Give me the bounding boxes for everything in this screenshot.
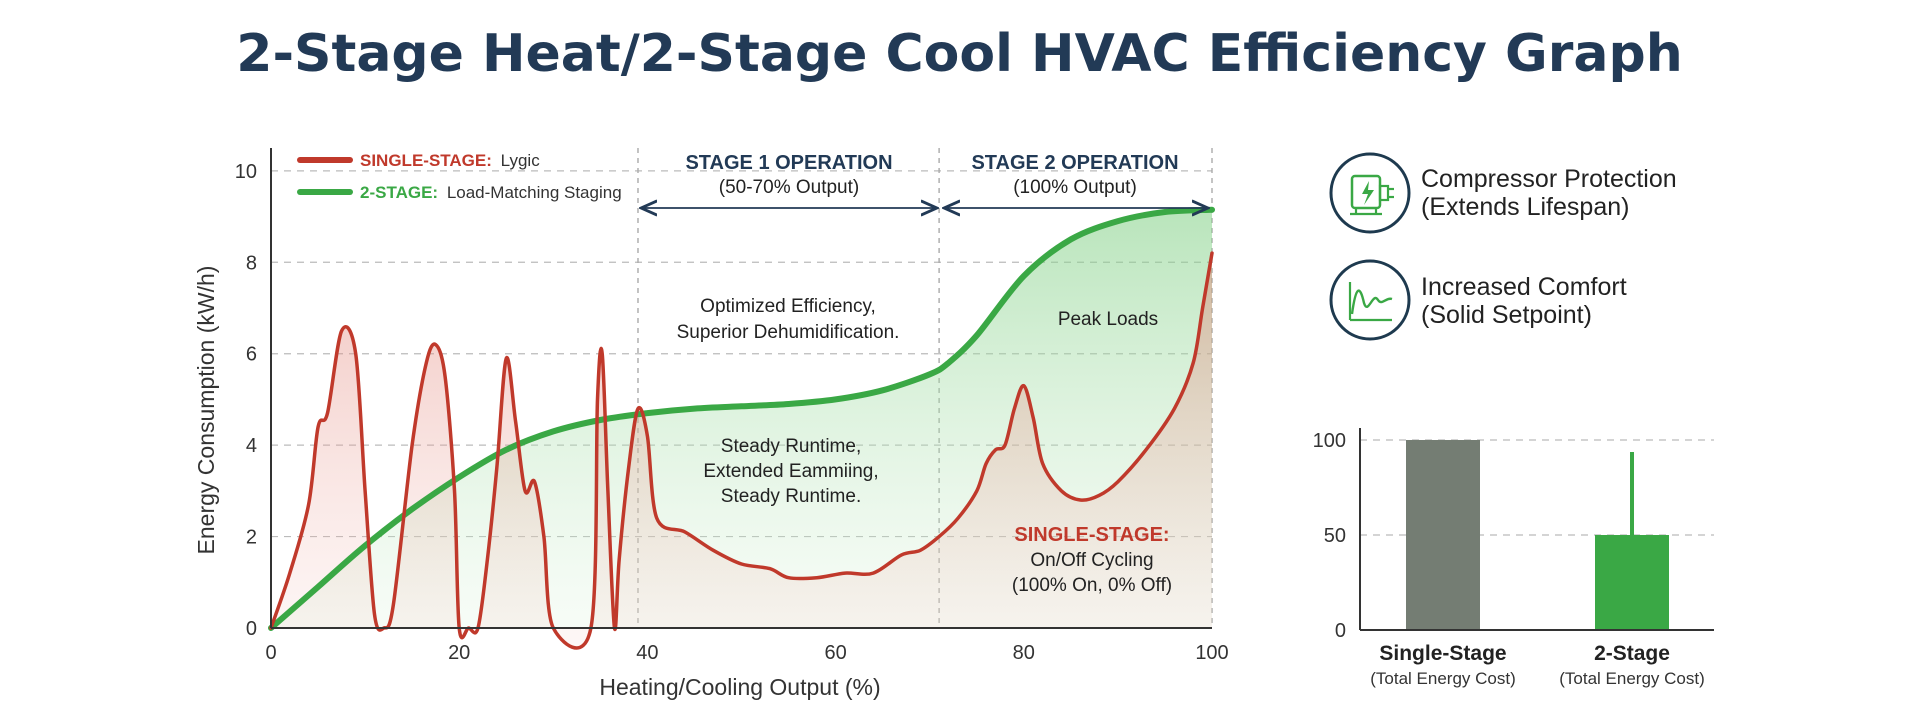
bar-sublabel-single: (Total Energy Cost) — [1370, 669, 1516, 688]
bar-label-single: Single-Stage — [1379, 642, 1506, 665]
y-tick-label: 2 — [246, 527, 257, 549]
feature-compressor-line1: Compressor Protection — [1421, 165, 1677, 193]
x-tick-label: 40 — [636, 642, 658, 664]
area-fills — [271, 209, 1212, 649]
bar-single-stage — [1406, 440, 1480, 630]
annotation-optimized-1: Optimized Efficiency, — [700, 296, 876, 317]
annotation-steady-3: Steady Runtime. — [721, 486, 861, 507]
feature-comfort-line1: Increased Comfort — [1421, 273, 1627, 301]
y-tick-label: 8 — [246, 252, 257, 274]
y-tick-label: 0 — [246, 618, 257, 640]
y-tick-label: 4 — [246, 435, 257, 457]
x-tick-label: 60 — [824, 642, 846, 664]
annotation-steady-2: Extended Eammiing, — [703, 461, 878, 482]
feature-compressor-line2: (Extends Lifespan) — [1421, 193, 1629, 221]
annotation-steady-1: Steady Runtime, — [721, 436, 861, 457]
feature-comfort: Increased Comfort (Solid Setpoint) — [1329, 259, 1627, 341]
x-tick-label: 100 — [1195, 642, 1228, 664]
annotation-single-2: (100% On, 0% Off) — [1012, 575, 1172, 596]
legend-single: SINGLE-STAGE: Lygic — [360, 151, 540, 170]
y-tick-label: 10 — [235, 161, 257, 183]
compressor-icon — [1329, 152, 1411, 234]
feature-compressor: Compressor Protection (Extends Lifespan) — [1329, 152, 1677, 234]
stage1-subtitle: (50-70% Output) — [719, 177, 859, 198]
two-stage-line — [268, 206, 1215, 631]
comfort-wave-icon — [1329, 259, 1411, 341]
single-stage-area — [271, 253, 1212, 649]
stage2-subtitle: (100% Output) — [1013, 177, 1137, 198]
annotation-single-title: SINGLE-STAGE: — [1014, 524, 1169, 546]
chart-legend: SINGLE-STAGE: Lygic 2-STAGE: Load-Matchi… — [297, 151, 622, 202]
legend-two-stage: 2-STAGE: Load-Matching Staging — [360, 183, 622, 202]
stage2-title: STAGE 2 OPERATION — [971, 152, 1178, 174]
bar-y-tick-label: 50 — [1324, 525, 1346, 547]
axes — [270, 148, 1212, 629]
page-title: 2-Stage Heat/2-Stage Cool HVAC Efficienc… — [236, 24, 1683, 84]
reduction-arrow — [1620, 452, 1644, 556]
annotation-single-1: On/Off Cycling — [1030, 550, 1153, 571]
bar-y-tick-label: 0 — [1335, 620, 1346, 642]
bar-sublabel-two-stage: (Total Energy Cost) — [1559, 669, 1705, 688]
series-lines — [268, 206, 1215, 650]
y-tick-label: 6 — [246, 344, 257, 366]
feature-comfort-line2: (Solid Setpoint) — [1421, 301, 1592, 329]
stage1-title: STAGE 1 OPERATION — [685, 152, 892, 174]
annotation-optimized-2: Superior Dehumidification. — [677, 322, 900, 343]
bar-label-two-stage: 2-Stage — [1594, 642, 1670, 665]
x-tick-label: 20 — [448, 642, 470, 664]
x-axis-title: Heating/Cooling Output (%) — [599, 674, 880, 700]
bar-axis-ticks: 0 50 100 — [1313, 430, 1346, 642]
x-tick-label: 80 — [1013, 642, 1035, 664]
bar-series — [1406, 440, 1669, 630]
bar-y-tick-label: 100 — [1313, 430, 1346, 452]
annotation-peak: Peak Loads — [1058, 309, 1158, 330]
single-stage-line — [269, 251, 1214, 650]
x-tick-label: 0 — [265, 642, 276, 664]
y-axis-title: Energy Consumption (kW/h) — [193, 266, 219, 555]
